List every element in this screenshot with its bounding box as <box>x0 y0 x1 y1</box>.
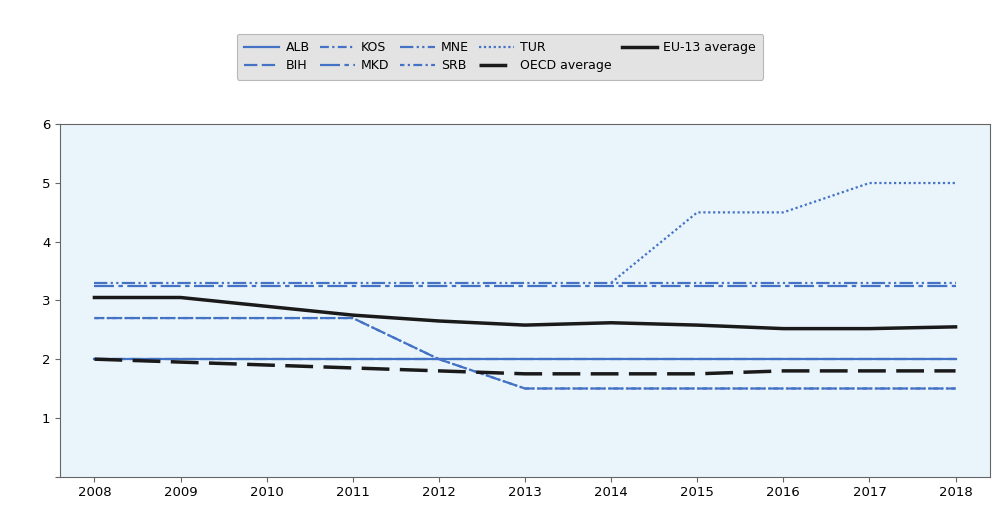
Legend: ALB, BIH, KOS, MKD, MNE, SRB, TUR, OECD average, EU-13 average: ALB, BIH, KOS, MKD, MNE, SRB, TUR, OECD … <box>237 34 763 80</box>
